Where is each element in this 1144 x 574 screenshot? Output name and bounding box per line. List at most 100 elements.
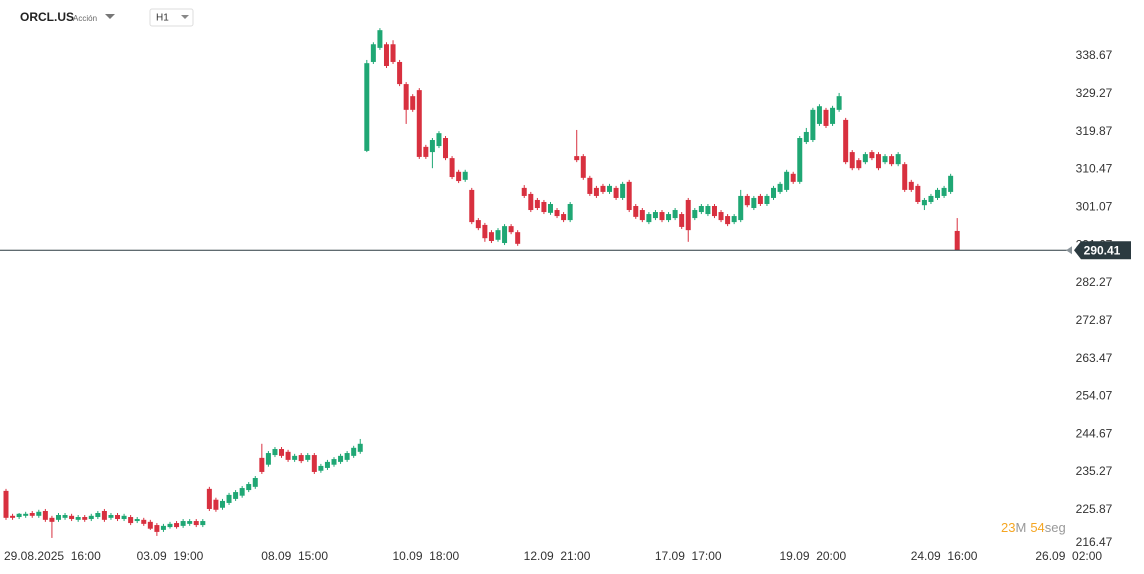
candle-body bbox=[797, 138, 803, 182]
symbol[interactable]: ORCL.US bbox=[20, 10, 74, 24]
candle-body bbox=[672, 210, 678, 219]
candle-body bbox=[692, 210, 698, 219]
candle-body bbox=[849, 152, 855, 169]
candle-body bbox=[528, 193, 534, 211]
candle-body bbox=[233, 492, 239, 499]
candle-body bbox=[338, 455, 344, 462]
last-price-tag bbox=[1074, 241, 1131, 260]
candle-body bbox=[607, 185, 613, 192]
candle-body bbox=[935, 189, 941, 198]
candle-body bbox=[429, 140, 435, 153]
candle-body bbox=[167, 523, 173, 528]
candle-body bbox=[49, 517, 55, 522]
candle-body bbox=[718, 212, 724, 221]
candle-body bbox=[206, 488, 212, 509]
candle-body bbox=[324, 461, 330, 468]
candle-body bbox=[725, 216, 731, 225]
y-tick-label: 254.07 bbox=[1076, 389, 1113, 403]
candle-body bbox=[331, 459, 337, 465]
candle-body bbox=[377, 30, 383, 48]
candle-body bbox=[803, 131, 809, 143]
countdown-minutes: 23 bbox=[1001, 520, 1015, 535]
candle-body bbox=[29, 512, 35, 516]
candle-body bbox=[495, 230, 501, 240]
candle-body bbox=[423, 146, 429, 157]
candle-body bbox=[397, 61, 403, 85]
candle-body bbox=[679, 214, 685, 227]
candle-body bbox=[410, 96, 416, 110]
candle-body bbox=[160, 525, 166, 530]
y-tick-label: 282.27 bbox=[1076, 275, 1113, 289]
candle-body bbox=[128, 517, 134, 524]
candle-body bbox=[403, 84, 409, 110]
candle-body bbox=[620, 183, 626, 198]
candle-body bbox=[279, 449, 285, 456]
candle-body bbox=[666, 214, 672, 221]
candle-body bbox=[23, 513, 29, 516]
candle-body bbox=[862, 154, 868, 163]
candle-body bbox=[370, 44, 376, 62]
y-tick-label: 263.47 bbox=[1076, 351, 1113, 365]
candle-body bbox=[390, 44, 396, 62]
y-tick-label: 244.67 bbox=[1076, 426, 1113, 440]
candle-body bbox=[482, 224, 488, 239]
candle-body bbox=[771, 187, 777, 198]
y-tick-label: 319.87 bbox=[1076, 124, 1113, 138]
candle-body bbox=[521, 187, 527, 196]
candle-body bbox=[908, 181, 914, 190]
y-tick-label: 329.27 bbox=[1076, 86, 1113, 100]
candle-body bbox=[915, 185, 921, 202]
candle-body bbox=[82, 517, 88, 520]
timeframe[interactable]: H1 bbox=[156, 13, 169, 24]
candle-body bbox=[305, 455, 311, 460]
candle-body bbox=[239, 488, 245, 496]
x-tick-label: 03.09 19:00 bbox=[137, 549, 204, 563]
countdown-minutes-unit: M bbox=[1015, 520, 1026, 535]
candle-body bbox=[75, 517, 81, 520]
timeframe-dropdown[interactable] bbox=[181, 15, 189, 19]
y-tick-label: 338.67 bbox=[1076, 48, 1113, 62]
candle-body bbox=[272, 449, 278, 456]
candle-body bbox=[764, 195, 770, 204]
header: ORCL.US Acción H1 bbox=[20, 8, 194, 27]
candle-body bbox=[882, 156, 888, 163]
candle-body bbox=[705, 206, 711, 215]
candle-body bbox=[567, 203, 573, 221]
x-tick-label: 17.09 17:00 bbox=[655, 549, 722, 563]
candle-body bbox=[416, 90, 422, 157]
candle-body bbox=[475, 220, 481, 229]
candle-body bbox=[902, 164, 908, 190]
candle-body bbox=[213, 499, 219, 510]
candle-body bbox=[639, 210, 645, 221]
y-tick-label: 216.47 bbox=[1076, 535, 1113, 549]
candle-body bbox=[193, 521, 199, 526]
y-tick-label: 272.87 bbox=[1076, 313, 1113, 327]
candle-body bbox=[626, 181, 632, 211]
candle-body bbox=[456, 171, 462, 182]
candle-body bbox=[830, 107, 836, 124]
candle-body bbox=[187, 521, 193, 524]
timeframe-box[interactable] bbox=[149, 8, 194, 27]
x-tick-label: 24.09 16:00 bbox=[911, 549, 978, 563]
countdown-seconds-unit: seg bbox=[1045, 520, 1066, 535]
candle-body bbox=[318, 465, 324, 471]
candle-body bbox=[646, 214, 652, 223]
candle-body bbox=[895, 154, 901, 165]
candle-body bbox=[633, 206, 639, 217]
candle-body bbox=[469, 189, 475, 223]
candle-body bbox=[836, 96, 842, 110]
x-tick-label: 29.08.2025 16:00 bbox=[4, 549, 101, 563]
candle-body bbox=[757, 195, 763, 204]
candle-body bbox=[246, 484, 252, 491]
candle-body bbox=[928, 195, 934, 202]
candle-body bbox=[777, 183, 783, 192]
candle-body bbox=[587, 177, 593, 194]
candle-body bbox=[88, 515, 94, 520]
candle-body bbox=[180, 521, 186, 526]
symbol-dropdown[interactable] bbox=[105, 14, 115, 19]
candle-body bbox=[69, 515, 75, 520]
candle-body bbox=[357, 443, 363, 452]
candle-body bbox=[200, 521, 206, 526]
candle-body bbox=[3, 490, 9, 518]
